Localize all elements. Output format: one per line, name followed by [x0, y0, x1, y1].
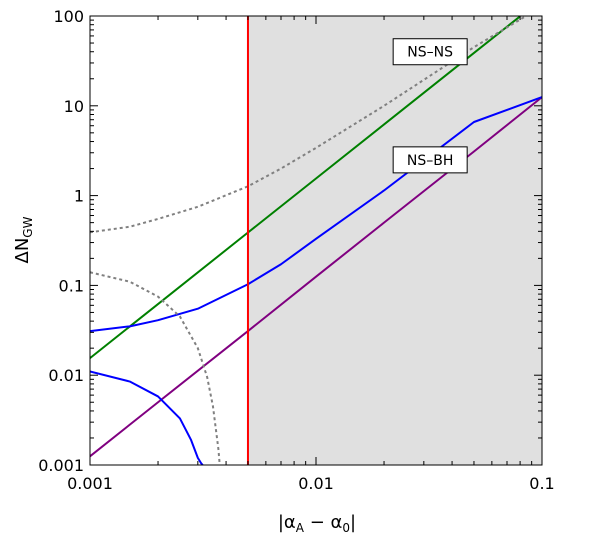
- series-line-2: [90, 96, 542, 458]
- series-line-6: [90, 271, 221, 465]
- y-tick-label: 100: [53, 7, 84, 26]
- y-tick-label: 0.1: [59, 276, 84, 295]
- y-tick-label: 0.001: [38, 456, 84, 475]
- series-line-4: [90, 370, 204, 465]
- shaded-region-layer: [247, 16, 542, 465]
- x-tick-label: 0.01: [298, 474, 334, 493]
- annotation-box: NS–NS: [392, 38, 468, 66]
- y-tick-label: 0.01: [48, 366, 84, 385]
- y-tick-label: 1: [74, 187, 84, 206]
- annotation-label: NS–BH: [407, 153, 454, 169]
- shaded-region: [247, 16, 542, 465]
- y-tick-label: 10: [64, 97, 84, 116]
- tick-layer: 0.001 0.01 0.1 0.001 0.01 0.1 1 10 100: [38, 7, 555, 493]
- y-axis-title: ΔNGW: [12, 216, 35, 263]
- annotation-box-frame: [392, 38, 468, 66]
- series-line-5: [90, 16, 527, 234]
- annotation-box-frame: [392, 146, 468, 174]
- x-axis-title: |αA − α0|: [278, 512, 356, 535]
- annotation-layer: NS–NS NS–BH: [392, 38, 468, 174]
- annotation-box: NS–BH: [392, 146, 468, 174]
- annotation-label: NS–NS: [407, 45, 453, 61]
- x-tick-label: 0.1: [529, 474, 554, 493]
- x-tick-label: 0.001: [67, 474, 113, 493]
- series-line-1: [90, 16, 521, 359]
- series-layer: [90, 16, 542, 465]
